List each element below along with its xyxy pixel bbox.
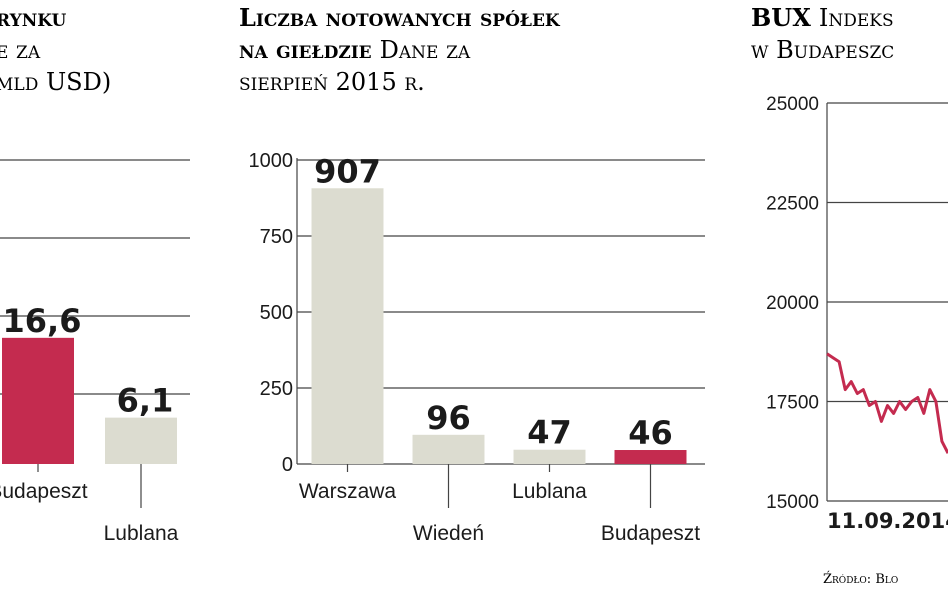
category-label: Budapeszt: [601, 522, 700, 545]
source-note: Źródło: Blo: [823, 571, 898, 587]
y-tick-label: 20000: [766, 293, 819, 314]
y-tick-label: 17500: [766, 393, 819, 414]
bux-series-line: [826, 352, 948, 454]
bux-index-chart: BUX Indeks w Budapeszc Źródło: Blo 15000 1…: [751, 3, 948, 587]
right-title-bold: BUX: [751, 3, 811, 32]
bar: [311, 188, 384, 464]
left-title-line-2: e za: [0, 36, 41, 64]
category-label: Budapeszt: [0, 480, 88, 503]
y-tick-label: 250: [260, 378, 293, 400]
x-start-label: 11.09.2014: [827, 509, 948, 533]
listed-companies-chart: Liczba notowanych spółek na giełdzie Dane…: [239, 3, 705, 545]
mid-title-rest-1: Dane za: [380, 36, 471, 64]
bar-value-label: 6,1: [117, 382, 174, 420]
panel-listed-companies: Liczba notowanych spółek na giełdzie Dane…: [215, 0, 735, 593]
market-cap-chart: rynku e za mld USD) 16,6 Budapeszt 6,1 Lubl…: [0, 3, 190, 545]
mid-title-rest-2: sierpień 2015 r.: [239, 68, 425, 96]
bar: [2, 337, 74, 464]
left-title-line-3: mld USD): [0, 68, 111, 96]
category-label: Wiedeń: [413, 522, 484, 545]
mid-title-bold-1: Liczba notowanych spółek: [239, 3, 561, 32]
mid-title-bold-2: na giełdzie: [239, 35, 372, 64]
right-title-line-1: BUX Indeks: [751, 3, 894, 32]
bar-value-label: 16,6: [3, 302, 82, 340]
y-tick-label: 1000: [249, 150, 294, 172]
left-title-line-1: rynku: [0, 3, 66, 32]
y-tick-label: 0: [282, 454, 293, 476]
bar-value-label: 46: [628, 414, 673, 452]
bar: [614, 450, 687, 464]
panel-bux-index: BUX Indeks w Budapeszc Źródło: Blo 15000 1…: [735, 0, 948, 593]
category-label: Lublana: [104, 522, 179, 545]
y-tick-label: 750: [260, 226, 293, 248]
y-tick-label: 15000: [766, 492, 819, 513]
category-label: Lublana: [512, 480, 587, 503]
bar-value-label: 907: [314, 152, 381, 190]
bar-value-label: 96: [426, 399, 471, 437]
y-tick-label: 25000: [766, 94, 819, 115]
bar: [513, 449, 586, 464]
category-label: Warszawa: [299, 480, 397, 503]
y-tick-label: 22500: [766, 194, 819, 215]
bar-value-label: 47: [527, 414, 572, 452]
y-tick-label: 500: [260, 302, 293, 324]
mid-title-line-2: na giełdzie Dane za: [239, 35, 471, 64]
right-title-rest-1: Indeks: [819, 4, 894, 32]
panel-market-cap: rynku e za mld USD) 16,6 Budapeszt 6,1 Lubl…: [0, 0, 215, 593]
bar: [105, 417, 177, 464]
right-title-rest-2: w Budapeszc: [751, 36, 894, 64]
bar: [412, 434, 485, 464]
